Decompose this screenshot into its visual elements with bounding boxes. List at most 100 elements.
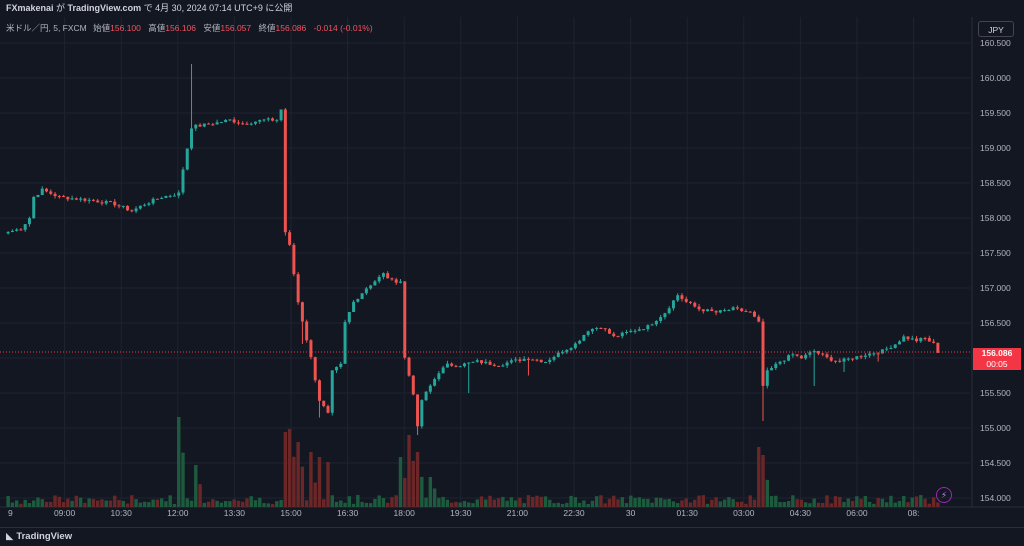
y-tick-label: 158.500 — [980, 178, 1011, 188]
volume-bar — [437, 497, 441, 507]
candle-body — [326, 406, 330, 413]
volume-bar — [445, 499, 450, 507]
volume-bar — [513, 500, 518, 507]
footer: ◣ TradingView — [0, 527, 1024, 546]
y-tick-label: 155.000 — [980, 423, 1011, 433]
candle-body — [821, 353, 825, 355]
volume-bar — [275, 501, 279, 507]
volume-bar — [317, 457, 322, 507]
candle-body — [339, 363, 343, 368]
open-value: 156.100 — [110, 23, 141, 33]
author-name[interactable]: FXmakenai — [6, 3, 54, 13]
candle-body — [548, 359, 552, 363]
candle-body — [74, 198, 78, 200]
candle-body — [185, 148, 189, 170]
volume-bar — [812, 498, 816, 507]
volume-bar — [151, 499, 155, 507]
volume-bar — [479, 496, 484, 507]
volume-bar — [347, 496, 352, 507]
candle-body — [770, 368, 774, 371]
candle-body — [147, 203, 151, 205]
candle-body — [667, 308, 671, 314]
candle-body — [347, 312, 351, 323]
volume-bar — [731, 499, 735, 507]
candle-body — [693, 302, 697, 307]
volume-bar — [893, 502, 897, 507]
volume-bar — [19, 503, 23, 507]
close-label: 終値 — [258, 23, 276, 33]
volume-bar — [667, 498, 671, 507]
y-tick-label: 159.000 — [980, 143, 1011, 153]
volume-bar — [803, 502, 808, 507]
footer-brand: TradingView — [16, 531, 73, 542]
candle-body — [40, 188, 44, 195]
candle-body — [633, 330, 637, 332]
candle-body — [108, 201, 112, 203]
symbol-legend: 米ドル／円, 5, FXCM 始値156.100 高値156.106 安値156… — [6, 22, 373, 34]
volume-bar — [125, 503, 130, 507]
candle-body — [876, 353, 880, 355]
candle-body — [816, 350, 820, 354]
x-tick-label: 04:30 — [790, 508, 812, 518]
candle-body — [369, 285, 373, 289]
volume-bar — [582, 500, 586, 507]
candle-body — [241, 123, 245, 125]
candle-body — [386, 273, 390, 279]
volume-bar — [121, 500, 125, 507]
volume-bar — [629, 495, 633, 507]
volume-bar — [202, 502, 207, 507]
candle-body — [83, 198, 87, 201]
volume-bar — [232, 499, 236, 507]
volume-bar — [769, 496, 774, 507]
volume-bar — [556, 502, 561, 507]
site-name[interactable]: TradingView.com — [67, 3, 142, 13]
volume-bar — [718, 501, 723, 507]
candle-body — [322, 400, 326, 407]
x-tick-label: 9 — [8, 508, 13, 518]
volume-bar — [398, 457, 403, 507]
candle-body — [275, 120, 279, 122]
volume-bar — [287, 429, 292, 507]
symbol-name[interactable]: 米ドル／円, 5, FXCM — [6, 23, 87, 33]
candle-body — [224, 119, 228, 123]
volume-bar — [458, 502, 462, 507]
y-tick-label: 157.500 — [980, 248, 1011, 258]
volume-bar — [292, 456, 296, 507]
candle-body — [484, 361, 488, 364]
candle-body — [117, 205, 121, 207]
candlestick-chart[interactable]: 154.000154.500155.000155.500156.000156.5… — [0, 17, 1024, 527]
candle-body — [488, 361, 492, 365]
volume-bar — [727, 497, 731, 507]
volume-bar — [194, 465, 198, 507]
candle-body — [407, 357, 411, 376]
x-tick-label: 15:00 — [280, 508, 302, 518]
y-tick-label: 154.500 — [980, 458, 1011, 468]
lightning-icon[interactable]: ⚡ — [936, 487, 952, 503]
candle-body — [893, 344, 897, 348]
x-tick-label: 06:00 — [846, 508, 868, 518]
x-tick-label: 13:30 — [224, 508, 246, 518]
volume-bar — [799, 499, 804, 507]
candle-body — [475, 360, 479, 362]
volume-bar — [36, 497, 40, 507]
candle-body — [578, 340, 582, 344]
candle-body — [343, 322, 347, 364]
volume-bar — [155, 499, 160, 507]
candle-body — [317, 380, 321, 401]
volume-bar — [168, 495, 172, 507]
candle-body — [552, 356, 556, 360]
candle-body — [258, 120, 262, 122]
candle-body — [390, 278, 394, 280]
low-label: 安値 — [203, 23, 221, 33]
candle-body — [138, 205, 142, 209]
volume-bar — [825, 495, 829, 507]
candle-body — [381, 273, 385, 277]
volume-bar — [914, 496, 919, 507]
currency-button[interactable]: JPY — [978, 21, 1014, 37]
tradingview-logo[interactable]: ◣ TradingView — [6, 528, 72, 546]
volume-bar — [714, 497, 718, 507]
volume-bar — [66, 498, 70, 507]
volume-bar — [322, 499, 326, 507]
volume-bar — [270, 503, 275, 507]
candle-body — [654, 321, 658, 325]
